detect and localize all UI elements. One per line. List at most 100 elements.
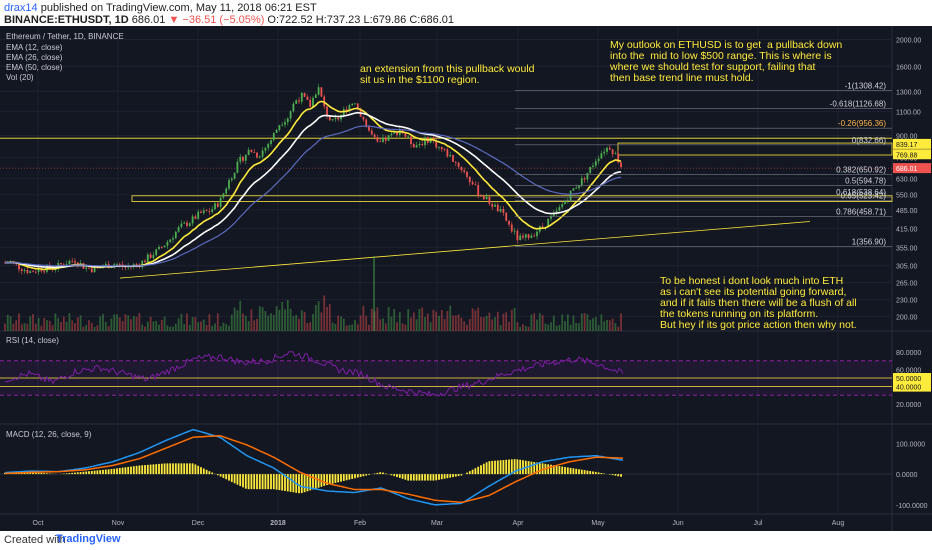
volume-bar [379, 319, 382, 331]
volume-bar [270, 313, 272, 331]
candle-body [169, 239, 172, 242]
candle-body [18, 264, 20, 270]
volume-bar [508, 321, 510, 331]
volume-bar [130, 319, 132, 331]
candle-body [317, 87, 320, 95]
ema12-legend[interactable]: EMA (12, close) [6, 43, 63, 52]
candle-body [219, 197, 222, 207]
macd-histogram-bar [566, 467, 569, 475]
volume-bar [141, 324, 144, 331]
macd-histogram-bar [180, 463, 183, 475]
macd-histogram-bar [328, 474, 331, 485]
volume-bar [222, 322, 225, 331]
macd-histogram-bar [130, 466, 132, 475]
volume-bar [74, 323, 76, 331]
volume-bar [370, 308, 373, 331]
volume-legend[interactable]: Vol (20) [6, 73, 34, 82]
candle-body [230, 178, 233, 181]
last-price: 686.01 [131, 14, 166, 26]
price-axis-tag-label: 769.88 [896, 152, 918, 159]
candle-body [600, 153, 603, 159]
macd-histogram-bar [345, 474, 348, 481]
volume-bar [261, 307, 264, 331]
volume-bar [398, 312, 401, 331]
volume-bar [284, 309, 286, 331]
candle-body [158, 246, 160, 250]
candle-body [292, 103, 295, 112]
candle-body [530, 235, 533, 239]
tradingview-logo[interactable]: TradingView [56, 533, 121, 545]
macd-histogram-bar [368, 474, 370, 475]
macd-histogram-bar [253, 474, 256, 490]
author-link[interactable]: drax14 [4, 2, 38, 14]
candle-body [166, 241, 169, 246]
volume-bar [124, 314, 127, 331]
macd-histogram-bar [460, 474, 463, 476]
candle-body [547, 218, 550, 227]
candle-body [527, 234, 530, 239]
volume-bar [116, 314, 118, 331]
candle-body [155, 249, 158, 256]
volume-bar [463, 321, 466, 331]
candle-body [376, 137, 379, 142]
candle-body [267, 143, 270, 148]
macd-histogram-bar [197, 465, 200, 475]
candle-body [603, 151, 606, 154]
candle-body [382, 137, 384, 142]
publish-line: drax14 published on TradingView.com, May… [4, 2, 317, 14]
ema50-legend[interactable]: EMA (50, close) [6, 63, 63, 72]
macd-histogram-bar [314, 474, 317, 489]
volume-bar [499, 325, 502, 331]
macd-histogram-bar [407, 474, 410, 481]
macd-histogram-bar [485, 462, 488, 475]
volume-bar [93, 326, 96, 331]
macd-legend[interactable]: MACD (12, 26, close, 9) [6, 430, 92, 439]
macd-histogram-bar [533, 462, 536, 475]
candle-body [177, 227, 180, 232]
volume-bar [424, 316, 426, 331]
candle-body [40, 268, 43, 272]
macd-histogram-bar [32, 472, 34, 475]
volume-bar [46, 320, 48, 331]
volume-bar [401, 323, 404, 331]
macd-histogram-bar [600, 472, 603, 475]
volume-bar [12, 323, 15, 331]
volume-bar [482, 317, 485, 331]
candle-body [124, 266, 127, 268]
volume-bar [99, 316, 102, 331]
volume-bar [48, 320, 51, 331]
candle-body [163, 245, 166, 248]
volume-bar [569, 324, 572, 331]
candle-body [216, 203, 219, 207]
candle-body [289, 111, 292, 119]
chart-area[interactable]: -1(1308.42) -0.618(1126.68) -0.26(956.36) 0… [0, 26, 932, 531]
macd-histogram-bar [188, 463, 191, 475]
time-tick-label: 2018 [270, 520, 286, 527]
volume-bar [454, 315, 457, 331]
volume-bar [488, 312, 491, 331]
candle-body [594, 161, 597, 166]
volume-bar [286, 299, 289, 331]
volume-bar [586, 314, 589, 331]
macd-histogram-bar [158, 463, 160, 475]
candle-body [569, 190, 572, 201]
chart-canvas[interactable]: -1(1308.42) -0.618(1126.68) -0.26(956.36) 0… [0, 26, 932, 531]
macd-histogram-bar [379, 472, 382, 475]
volume-bar [127, 315, 130, 331]
candle-body [474, 184, 477, 186]
macd-histogram-bar [340, 474, 342, 482]
macd-histogram-bar [552, 465, 555, 475]
price-tick-label: 230.00 [896, 298, 918, 305]
macd-histogram-bar [135, 465, 138, 475]
ema26-legend[interactable]: EMA (26, close) [6, 53, 63, 62]
macd-histogram-bar [396, 474, 398, 478]
price-axis-tag-label: 839.17 [896, 142, 918, 149]
rsi-legend[interactable]: RSI (14, close) [6, 336, 59, 345]
macd-histogram-bar [477, 466, 480, 475]
chart-title: Ethereum / Tether, 1D, BINANCE [6, 32, 124, 41]
macd-histogram-bar [172, 463, 174, 475]
volume-bar [76, 317, 79, 331]
candle-body [197, 211, 200, 219]
macd-histogram-bar [426, 474, 429, 481]
candle-body [589, 167, 592, 173]
